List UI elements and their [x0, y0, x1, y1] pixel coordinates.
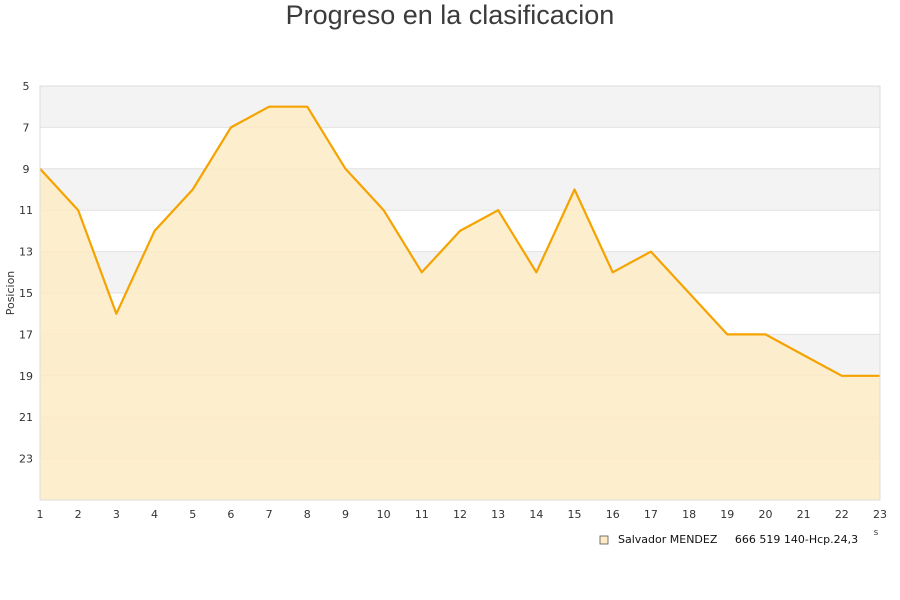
legend-entry: Salvador MENDEZ 666 519 140-Hcp.24,3: [618, 533, 858, 546]
x-tick-label: 19: [720, 508, 734, 521]
x-tick-label: 22: [835, 508, 849, 521]
x-tick-label: 8: [304, 508, 311, 521]
y-tick-label: 23: [19, 453, 33, 466]
background-band: [40, 168, 880, 211]
x-tick-label: 23: [873, 508, 887, 521]
background-band: [40, 86, 880, 128]
x-tick-label: 12: [453, 508, 467, 521]
x-tick-label: 9: [342, 508, 349, 521]
x-tick-label: 21: [797, 508, 811, 521]
x-axis-ticks: 1 2 3 4 5 6 7 8 9 10 11 12 13 14 15 16 17 18 19 20 21 22 23: [37, 508, 888, 521]
x-tick-label: 3: [113, 508, 120, 521]
x-tick-label: 4: [151, 508, 158, 521]
y-tick-label: 19: [19, 370, 33, 383]
chart-title: Progreso en la clasificacion: [286, 0, 615, 30]
y-tick-label: 5: [23, 80, 30, 93]
y-tick-label: 13: [19, 246, 33, 259]
y-tick-label: 21: [19, 411, 33, 424]
legend: Salvador MENDEZ 666 519 140-Hcp.24,3: [599, 533, 858, 546]
x-tick-label: 18: [682, 508, 696, 521]
x-tick-label: 1: [37, 508, 44, 521]
legend-swatch: [599, 535, 609, 545]
x-tick-label: 2: [75, 508, 82, 521]
series-line: [39, 105, 880, 377]
y-tick-label: 15: [19, 287, 33, 300]
x-tick-label: 10: [377, 508, 391, 521]
x-axis-unit-label: s: [874, 528, 879, 538]
y-tick-label: 11: [19, 204, 33, 217]
x-tick-label: 14: [529, 508, 543, 521]
series-area: [40, 106, 880, 500]
x-tick-label: 7: [266, 508, 273, 521]
x-tick-label: 16: [606, 508, 620, 521]
x-tick-label: 13: [491, 508, 505, 521]
x-tick-label: 11: [415, 508, 429, 521]
y-tick-label: 9: [23, 163, 30, 176]
y-axis-label: Posicion: [4, 271, 17, 316]
x-tick-label: 15: [568, 508, 582, 521]
x-tick-label: 17: [644, 508, 658, 521]
x-tick-label: 6: [227, 508, 234, 521]
x-tick-label: 5: [189, 508, 196, 521]
y-axis-ticks: 5 7 9 11 13 15 17 19 21 23: [19, 80, 33, 466]
plot-frame: [39, 85, 881, 501]
x-tick-label: 20: [758, 508, 772, 521]
y-tick-label: 7: [23, 121, 30, 134]
y-tick-label: 17: [19, 328, 33, 341]
